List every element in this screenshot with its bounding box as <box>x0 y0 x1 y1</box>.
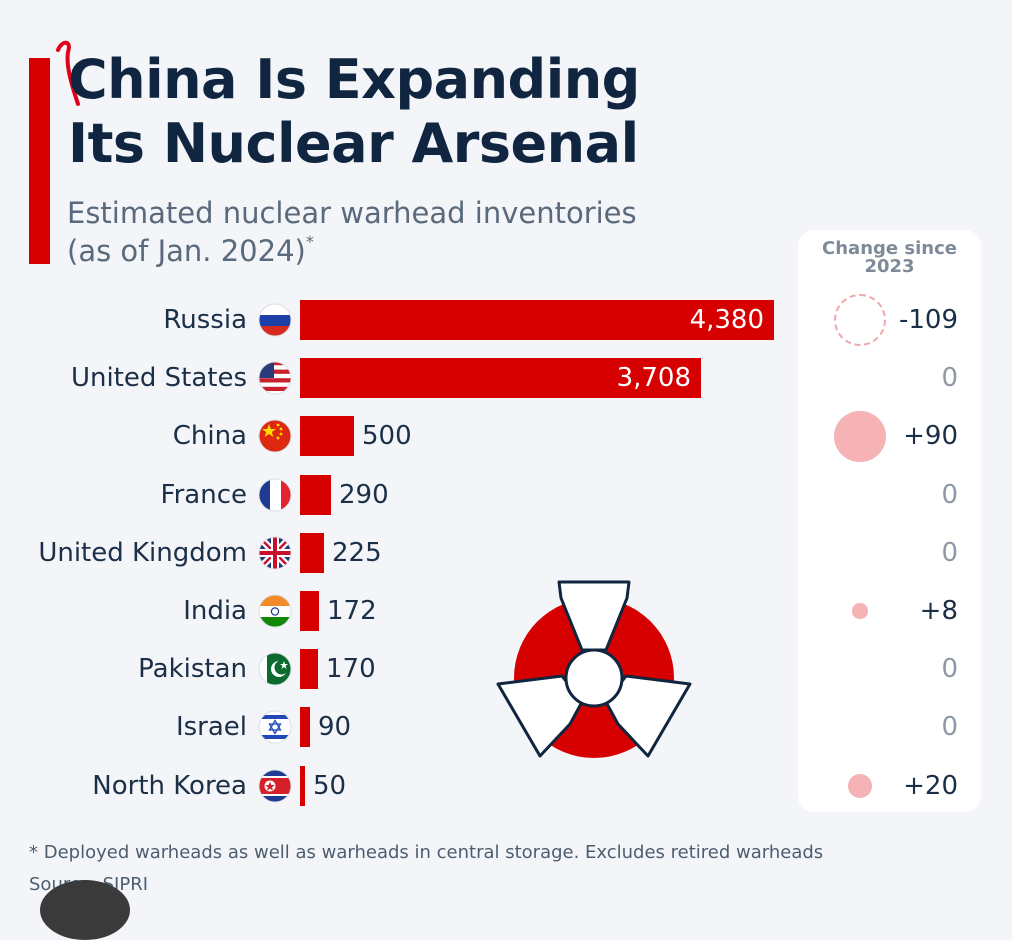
category-label: France <box>160 479 247 510</box>
data-label: 170 <box>326 654 376 685</box>
data-label: 50 <box>313 770 347 801</box>
bar <box>300 416 354 457</box>
data-label: 4,380 <box>689 305 764 335</box>
chart-title-line-2: Its Nuclear Arsenal <box>68 112 639 175</box>
chart-title-line-1: China Is Expanding <box>68 48 640 111</box>
chart-subtitle-line-2: (as of Jan. 2024) <box>67 234 306 268</box>
bar-row-china: China 500 +90 <box>0 410 1012 462</box>
change-bubble <box>847 773 873 798</box>
change-bubble <box>834 294 886 346</box>
change-label: 0 <box>941 654 958 685</box>
change-label: -109 <box>898 305 958 335</box>
chart-subtitle-line-1: Estimated nuclear warhead inventories <box>67 196 637 230</box>
bar-row-france: France 290 0 <box>0 472 1012 518</box>
change-label: +20 <box>903 770 958 801</box>
data-label: 172 <box>327 596 377 626</box>
category-label: North Korea <box>92 770 247 801</box>
category-label: United States <box>70 363 247 394</box>
change-label: 0 <box>941 363 958 394</box>
change-label: +90 <box>903 421 958 452</box>
change-bubble <box>852 603 868 619</box>
israel-flag-icon <box>258 710 292 744</box>
category-label: United Kingdom <box>38 537 247 568</box>
data-label: 3,708 <box>616 363 691 394</box>
russia-flag-icon <box>258 303 292 337</box>
north-korea-flag-icon <box>258 769 292 803</box>
united-kingdom-flag-icon <box>258 536 292 570</box>
bar <box>300 649 318 690</box>
pakistan-flag-icon <box>258 652 292 686</box>
bar <box>300 707 310 748</box>
bar <box>300 532 324 573</box>
category-label: China <box>172 421 247 452</box>
data-label: 290 <box>339 479 389 510</box>
bar-row-russia: Russia 4,380 -109 <box>0 294 1012 346</box>
bar-row-india: India 172 +8 <box>0 588 1012 634</box>
data-label: 500 <box>362 421 412 452</box>
united-states-flag-icon <box>258 361 292 395</box>
change-label: 0 <box>941 537 958 568</box>
category-label: Israel <box>175 712 247 743</box>
red-annotation-mark <box>56 40 80 106</box>
bar <box>300 474 331 515</box>
bar <box>300 591 319 631</box>
bar <box>300 358 701 399</box>
change-bubble <box>834 410 886 462</box>
bar-row-united-kingdom: United Kingdom 225 0 <box>0 530 1012 576</box>
corner-shadow <box>40 880 130 940</box>
change-label: 0 <box>941 712 958 743</box>
category-label: India <box>183 596 247 626</box>
subtitle-footnote-mark: * <box>305 232 314 251</box>
bar <box>300 300 774 340</box>
change-label: +8 <box>919 596 958 626</box>
bar-row-pakistan: Pakistan 170 0 <box>0 646 1012 692</box>
change-column-header: Change since 2023 <box>822 238 957 277</box>
bar-row-israel: Israel 90 0 <box>0 704 1012 750</box>
chart-title: China Is Expanding Its Nuclear Arsenal <box>68 48 788 176</box>
bar-row-united-states: United States 3,708 0 <box>0 355 1012 401</box>
bar-row-north-korea: North Korea 50 +20 <box>0 763 1012 809</box>
category-label: Pakistan <box>138 654 247 685</box>
change-label: 0 <box>941 479 958 510</box>
category-label: Russia <box>163 305 247 335</box>
india-flag-icon <box>258 594 292 628</box>
bar <box>300 765 305 806</box>
data-label: 225 <box>332 537 382 568</box>
chart-subtitle: Estimated nuclear warhead inventories (a… <box>67 194 767 270</box>
data-label: 90 <box>318 712 352 743</box>
france-flag-icon <box>258 478 292 512</box>
footnote: * Deployed warheads as well as warheads … <box>29 842 824 863</box>
title-accent-bar <box>29 58 50 264</box>
change-since-2023-panel: Change since 2023 <box>798 230 981 812</box>
china-flag-icon <box>258 419 292 453</box>
radiation-icon <box>496 580 692 758</box>
